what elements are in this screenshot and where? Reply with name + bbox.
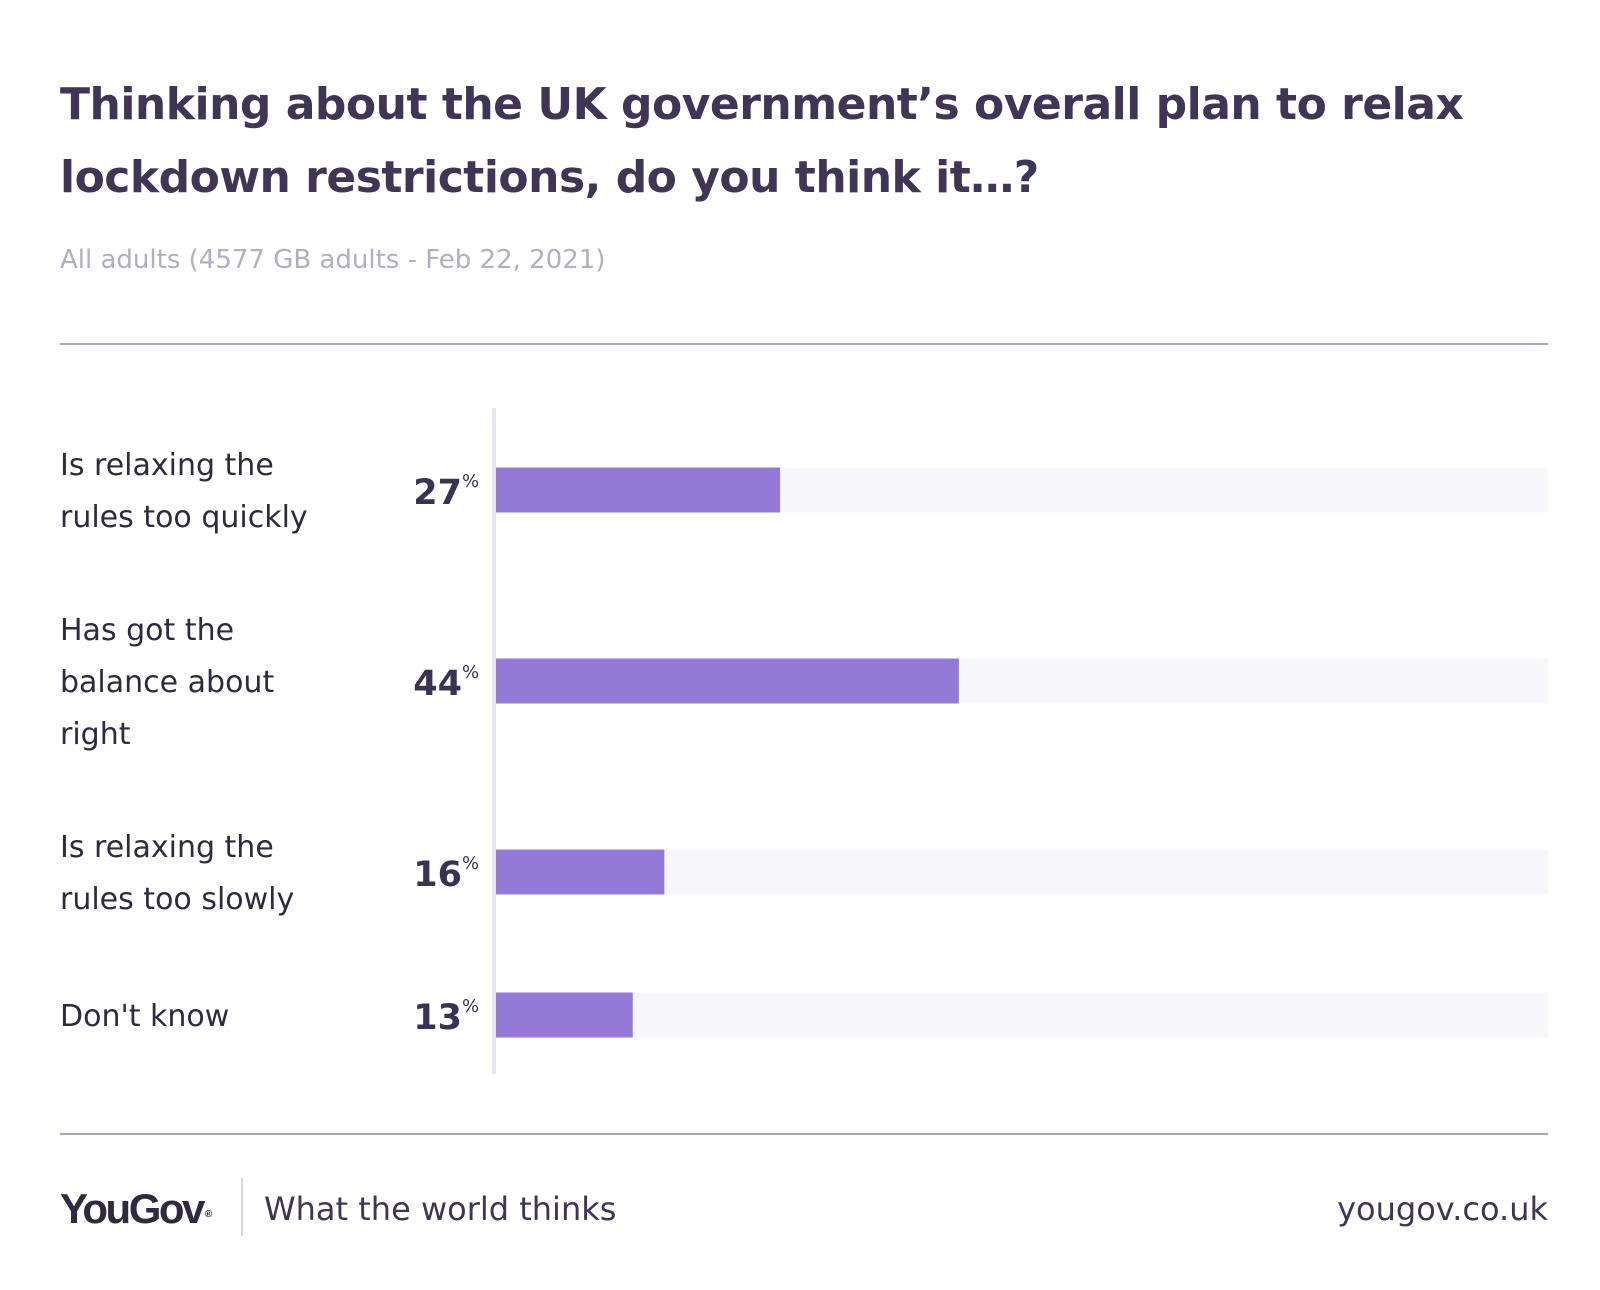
bar-track [496,849,1548,895]
category-label: Is relaxing the rules too quickly [60,448,308,535]
chart-title: Thinking about the UK government’s overa… [60,79,1464,203]
data-label: 27 [413,473,462,513]
data-label: 16 [413,855,462,895]
data-label-unit: % [462,853,479,874]
footer-divider [241,1178,243,1236]
category-label: Don't know [60,999,229,1034]
y-axis-line [492,408,496,1074]
chart-subtitle: All adults (4577 GB adults - Feb 22, 202… [60,245,606,275]
data-label: 44 [413,664,462,704]
category-label: Has got the balance about right [60,613,274,752]
bar [496,467,781,513]
bar [496,992,633,1038]
top-divider [60,343,1548,345]
bottom-divider [60,1133,1548,1135]
data-label-unit: % [462,662,479,683]
yougov-logo[interactable]: YouGov ® [60,1183,212,1235]
brand-name: YouGov [60,1185,205,1232]
data-label-unit: % [462,996,479,1017]
data-label: 13 [413,998,462,1038]
footer-url[interactable]: yougov.co.uk [1337,1190,1548,1228]
bar-track [496,992,1548,1038]
bar [496,658,959,704]
category-label: Is relaxing the rules too slowly [60,830,294,917]
bar [496,849,665,895]
footer-tagline: What the world thinks [264,1190,617,1228]
data-label-unit: % [462,471,479,492]
registered-mark: ® [204,1209,213,1220]
